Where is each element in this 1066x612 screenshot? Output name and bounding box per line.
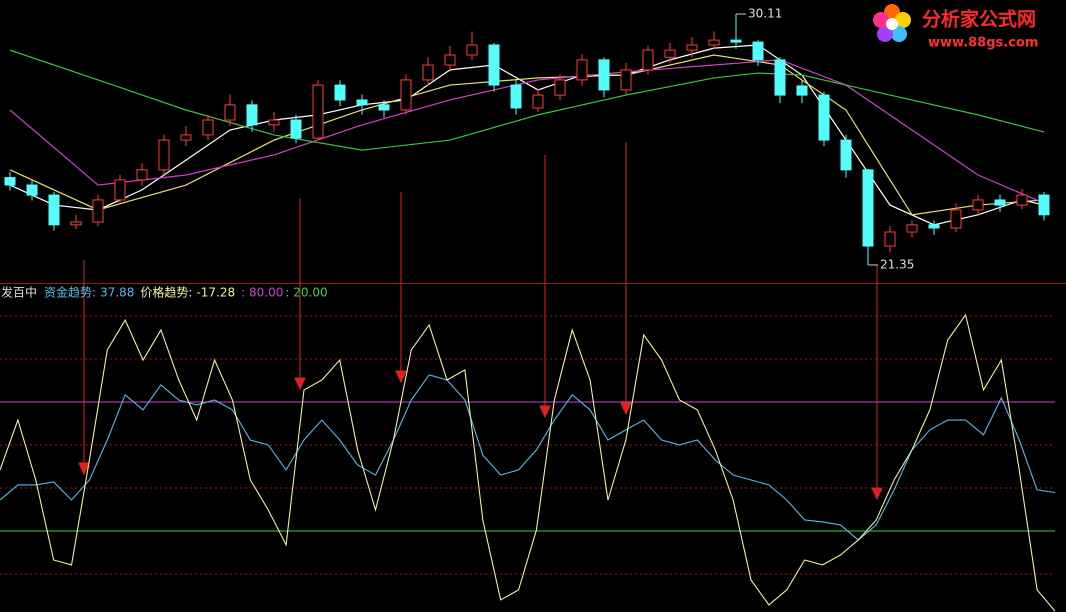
moving-average bbox=[9, 44, 1045, 226]
legend-value: -17.28 bbox=[196, 286, 235, 300]
moving-average bbox=[9, 54, 1045, 216]
candle-body bbox=[576, 59, 588, 81]
watermark-url: www.88gs.com bbox=[928, 36, 1038, 51]
candle-body bbox=[26, 184, 38, 196]
high-label: 30.11 bbox=[748, 7, 782, 21]
low-label: 21.35 bbox=[880, 257, 914, 271]
candle-body bbox=[554, 79, 566, 96]
candle-body bbox=[752, 41, 764, 61]
candle-body bbox=[356, 99, 368, 106]
candle-body bbox=[686, 44, 698, 51]
candle-body bbox=[180, 134, 192, 141]
candle-body bbox=[202, 119, 214, 136]
candle-body bbox=[378, 104, 390, 111]
signal-arrows bbox=[78, 142, 883, 501]
candle-body bbox=[312, 84, 324, 139]
candle-body bbox=[950, 209, 962, 229]
candle-body bbox=[620, 69, 632, 91]
legend-value: 37.88 bbox=[100, 286, 134, 300]
level-label: : 20.00 bbox=[285, 286, 327, 300]
candle-body bbox=[466, 44, 478, 56]
candle-body bbox=[136, 169, 148, 181]
candle-body bbox=[48, 194, 60, 226]
candle-body bbox=[1016, 194, 1028, 206]
candle-body bbox=[4, 177, 16, 186]
candle-body bbox=[818, 94, 830, 141]
candle-body bbox=[290, 119, 302, 139]
moving-average bbox=[9, 59, 1045, 204]
candle-body bbox=[444, 54, 456, 66]
candle-body bbox=[884, 231, 896, 247]
candle-body bbox=[532, 94, 544, 109]
candle-body bbox=[928, 224, 940, 229]
candle-body bbox=[70, 221, 82, 226]
candle-body bbox=[906, 224, 918, 233]
legend-name: 价格趋势: bbox=[140, 285, 192, 300]
watermark-title: 分析家公式网 bbox=[922, 8, 1036, 31]
watermark: 分析家公式网 www.88gs.com bbox=[873, 4, 1038, 51]
candle-body bbox=[422, 64, 434, 81]
candle-body bbox=[92, 199, 104, 223]
candle-body bbox=[598, 59, 610, 91]
indicator-line bbox=[0, 374, 1056, 541]
indicator-line bbox=[0, 313, 1056, 612]
candle-body bbox=[510, 84, 522, 109]
candle-body bbox=[400, 79, 412, 111]
candle-body bbox=[840, 139, 852, 171]
logo-flower bbox=[873, 4, 911, 42]
candle-body bbox=[730, 39, 742, 43]
candle-body bbox=[708, 39, 720, 46]
candle-body bbox=[994, 199, 1006, 206]
candle-body bbox=[1038, 194, 1050, 216]
candle-body bbox=[488, 44, 500, 86]
candle-body bbox=[114, 179, 126, 201]
candle-body bbox=[158, 139, 170, 171]
legend-name: 资金趋势: bbox=[44, 285, 96, 300]
candle-body bbox=[972, 199, 984, 211]
moving-average bbox=[9, 49, 1045, 151]
candle-body bbox=[268, 119, 280, 126]
candle-body bbox=[862, 169, 874, 247]
candle-body bbox=[664, 49, 676, 58]
candle-body bbox=[224, 104, 236, 121]
level-label: : 80.00 bbox=[241, 286, 283, 300]
candle-body bbox=[642, 49, 654, 71]
candle-body bbox=[774, 59, 786, 96]
candle-body bbox=[796, 85, 808, 96]
candle-body bbox=[334, 84, 346, 101]
indicator-name: 发百中 bbox=[1, 285, 37, 300]
candle-body bbox=[246, 104, 258, 126]
